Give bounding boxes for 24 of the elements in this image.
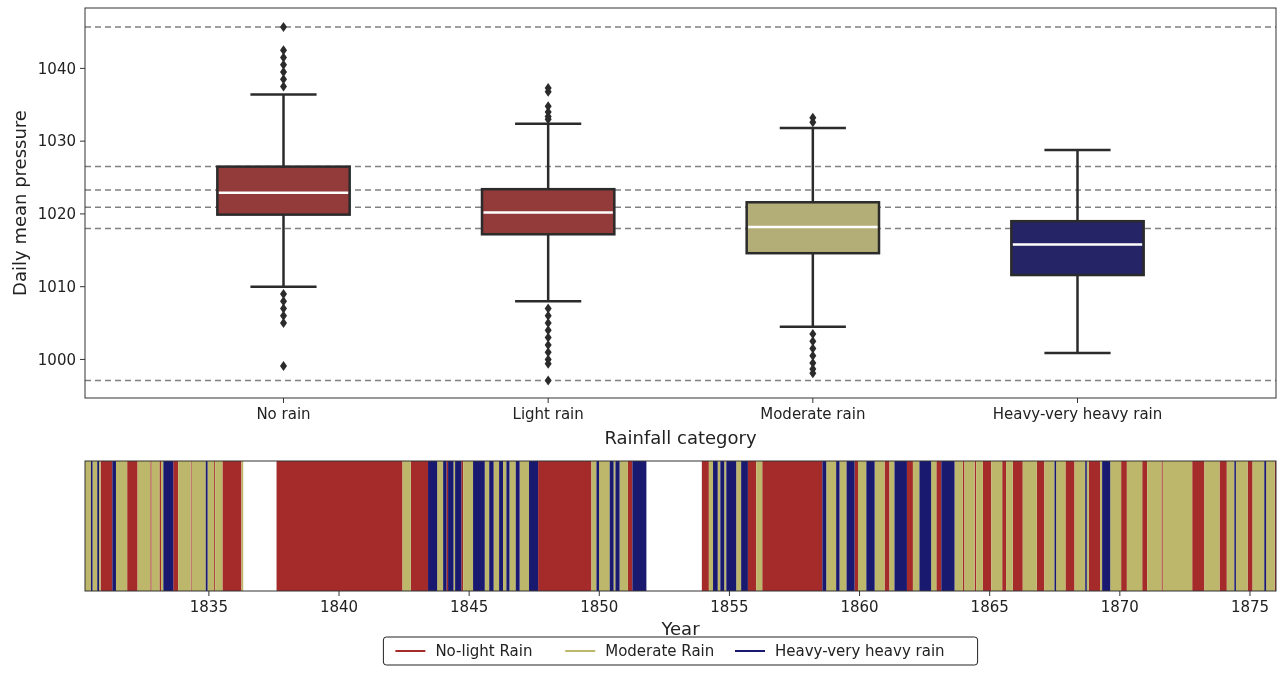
legend-label: No-light Rain [435,642,533,661]
x-axis-title: Rainfall category [604,427,757,448]
x-tick-label: 1850 [580,598,619,616]
x-tick-label: Light rain [512,405,584,423]
x-tick-label: 1855 [710,598,749,616]
legend-label: Heavy-very heavy rain [775,642,945,661]
y-tick-label: 1000 [37,350,76,369]
y-tick-label: 1030 [37,132,76,151]
x-tick-label: 1840 [319,598,359,616]
x-tick-label: Heavy-very heavy rain [992,405,1163,423]
x-tick-label: No rain [256,405,311,423]
y-tick-label: 1040 [37,59,76,78]
y-tick-label: 1010 [37,277,76,296]
x-tick-label: 1870 [1100,598,1139,616]
x-tick-label: Moderate rain [760,405,866,423]
x-tick-label: 1875 [1230,598,1270,616]
x-axis-title: Year [660,618,701,639]
x-tick-label: 1865 [970,598,1009,616]
y-axis-title: Daily mean pressure [9,110,30,296]
y-tick-label: 1020 [37,205,76,224]
legend-label: Moderate Rain [605,642,715,661]
x-tick-label: 1845 [450,598,489,616]
x-tick-label: 1835 [189,598,228,616]
x-tick-label: 1860 [840,598,879,616]
